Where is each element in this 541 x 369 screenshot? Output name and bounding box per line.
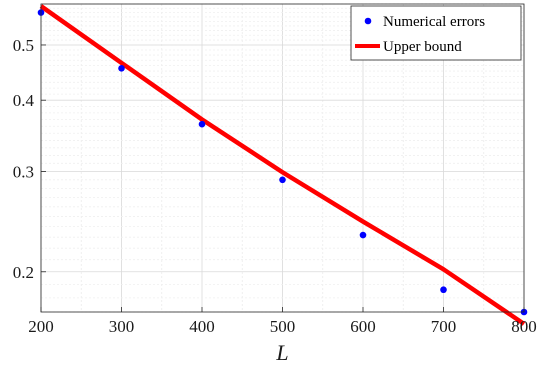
legend-label-numerical-errors: Numerical errors <box>383 14 485 30</box>
numerical-error-point <box>118 65 125 72</box>
x-tick-label: 500 <box>270 317 296 336</box>
x-axis-ticks: 200 300 400 500 600 700 800 <box>28 307 537 336</box>
numerical-error-point <box>440 286 447 294</box>
x-axis-label: L <box>275 340 288 365</box>
x-tick-label: 800 <box>511 317 537 336</box>
numerical-error-point <box>279 176 286 184</box>
numerical-error-point <box>359 231 367 239</box>
legend-marker-numerical-errors <box>364 17 372 25</box>
legend-box <box>350 5 522 61</box>
upper-bound-line-group <box>39 4 526 326</box>
x-tick-label: 600 <box>350 317 376 336</box>
y-tick-label: 0.5 <box>13 36 34 55</box>
legend-label-upper-bound: Upper bound <box>383 39 462 55</box>
x-tick-label: 400 <box>189 317 215 336</box>
x-tick-label: 700 <box>431 317 457 336</box>
y-tick-label: 0.4 <box>13 91 35 110</box>
x-tick-label: 200 <box>28 317 54 336</box>
upper-bound-line <box>39 4 526 326</box>
legend: Numerical errors Upper bound <box>350 5 522 61</box>
y-tick-label: 0.2 <box>13 263 34 282</box>
y-axis-ticks: 0.2 0.3 0.4 0.5 <box>13 36 46 282</box>
x-tick-label: 300 <box>109 317 135 336</box>
y-tick-label: 0.3 <box>13 162 34 181</box>
numerical-error-point <box>198 120 206 128</box>
